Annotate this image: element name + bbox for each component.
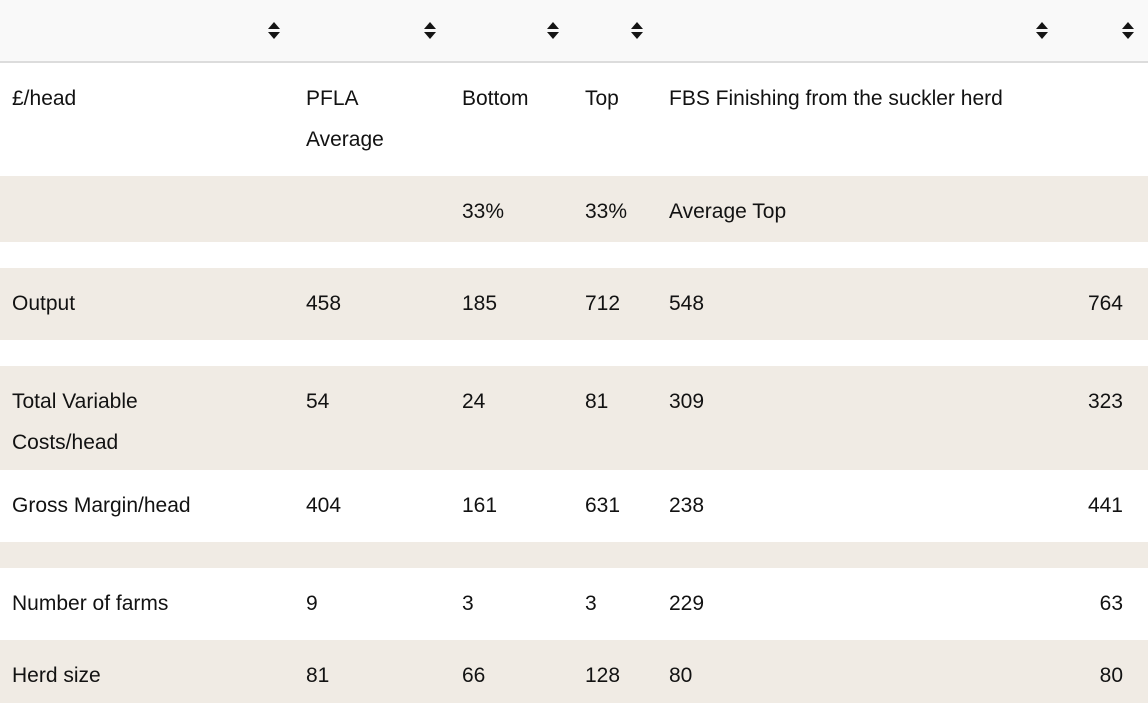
cell-value: 238 (669, 494, 705, 517)
table-row-output: Output 458 185 712 548 764 (0, 268, 1148, 340)
sort-desc-icon (547, 32, 559, 39)
cell-value: 441 (1087, 494, 1123, 517)
cell-value: 24 (462, 390, 486, 413)
cell-value: 81 (306, 664, 330, 687)
cell-value: 185 (462, 292, 498, 315)
cell-value: 80 (669, 664, 693, 687)
table-row-number-of-farms: Number of farms 9 3 3 229 63 (0, 568, 1148, 640)
sort-asc-icon (631, 22, 643, 29)
column-header-fbs: FBS Finishing from the suckler herd (669, 87, 1003, 110)
cell-value: 309 (669, 390, 705, 413)
cell-value: 81 (585, 390, 609, 413)
cell-value: 9 (306, 592, 318, 615)
sort-asc-icon (1036, 22, 1048, 29)
sort-controls-row (0, 0, 1148, 62)
spacer-row (0, 340, 1148, 366)
sort-desc-icon (1036, 32, 1048, 39)
sort-button-col-top[interactable] (629, 20, 645, 41)
sort-button-col-bottom[interactable] (545, 20, 561, 41)
sort-button-col-fbs-top[interactable] (1120, 20, 1136, 41)
subheader-fbs-top (1062, 176, 1148, 242)
sort-desc-icon (1122, 32, 1134, 39)
table-row-gross-margin: Gross Margin/head 404 161 631 238 441 (0, 470, 1148, 542)
sort-button-col-head[interactable] (266, 20, 282, 41)
subheader-top-33: 33% (585, 200, 628, 223)
sort-button-col-pfla-average[interactable] (422, 20, 438, 41)
sort-desc-icon (424, 32, 436, 39)
column-header-fbs-top (1062, 62, 1148, 176)
subheader-row: 33% 33% Average Top (0, 176, 1148, 242)
table-row-total-variable-costs: Total Variable Costs/head 54 24 81 309 3… (0, 366, 1148, 470)
sort-desc-icon (631, 32, 643, 39)
row-label: Gross Margin/head (12, 494, 191, 517)
subheader-bottom-33: 33% (462, 200, 505, 223)
sort-asc-icon (424, 22, 436, 29)
cell-value: 66 (462, 664, 486, 687)
subheader-average-top: Average Top (669, 200, 787, 223)
column-header-bottom: Bottom (462, 87, 529, 110)
cell-value: 323 (1087, 390, 1123, 413)
column-header-top: Top (585, 87, 619, 110)
sort-asc-icon (268, 22, 280, 29)
cell-value: 229 (669, 592, 705, 615)
cell-value: 3 (462, 592, 474, 615)
sort-asc-icon (547, 22, 559, 29)
sort-asc-icon (1122, 22, 1134, 29)
cell-value: 458 (306, 292, 342, 315)
sort-button-col-fbs-average[interactable] (1034, 20, 1050, 41)
row-label: Herd size (12, 664, 101, 687)
cell-value: 3 (585, 592, 597, 615)
cell-value: 764 (1087, 292, 1123, 315)
sort-desc-icon (268, 32, 280, 39)
cell-value: 63 (1099, 592, 1123, 615)
row-label: Output (12, 292, 76, 315)
column-header-unit: £/head (12, 87, 77, 110)
row-label: Total Variable Costs/head (12, 390, 138, 454)
cell-value: 128 (585, 664, 621, 687)
cell-value: 54 (306, 390, 330, 413)
subheader-pfla (294, 176, 450, 242)
subheader-unit (0, 176, 294, 242)
cell-value: 161 (462, 494, 498, 517)
cell-value: 631 (585, 494, 621, 517)
spacer-row (0, 542, 1148, 568)
spacer-row (0, 242, 1148, 268)
cell-value: 404 (306, 494, 342, 517)
cell-value: 548 (669, 292, 705, 315)
table-row-herd-size: Herd size 81 66 128 80 80 (0, 640, 1148, 703)
cell-value: 712 (585, 292, 621, 315)
column-header-pfla-average: PFLA Average (306, 87, 384, 151)
cell-value: 80 (1099, 664, 1123, 687)
row-label: Number of farms (12, 592, 169, 615)
header-row: £/head PFLA Average Bottom Top FBS Finis… (0, 62, 1148, 176)
